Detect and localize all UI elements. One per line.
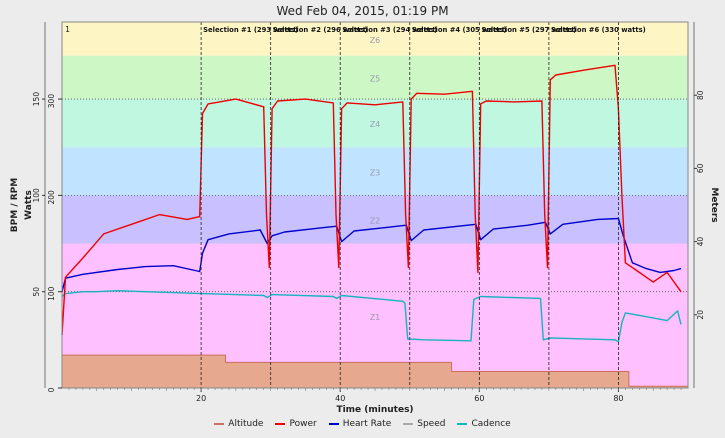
- watts-tick-label: 0: [47, 387, 56, 392]
- zone-label-z3: Z3: [370, 168, 381, 177]
- meters-tick-label: 20: [696, 310, 705, 320]
- selection-label: Selection #4 (305 watts): [412, 26, 507, 34]
- meters-tick-label: 60: [696, 163, 705, 173]
- legend-label: Power: [289, 419, 317, 429]
- watts-tick-label: 300: [47, 94, 56, 109]
- legend-swatch: [403, 423, 414, 425]
- zone-label-z6: Z6: [370, 36, 381, 45]
- selection-label: Selection #5 (297 watts): [481, 26, 576, 34]
- x-tick-label: 40: [335, 394, 345, 403]
- legend-item-speed: Speed: [403, 419, 445, 429]
- selection-label: Selection #2 (296 watts): [273, 26, 368, 34]
- zone-band-z6: [62, 22, 688, 56]
- series-cadence: [61, 290, 682, 343]
- legend-item-power: Power: [275, 419, 317, 429]
- series-heart-rate: [61, 217, 682, 292]
- x-tick-label: 80: [613, 394, 623, 403]
- meters-tick-label: 40: [696, 237, 705, 247]
- legend-label: Heart Rate: [342, 419, 392, 429]
- legend-label: Speed: [417, 419, 446, 429]
- legend-item-cadence: Cadence: [457, 419, 511, 429]
- legend-item-altitude: Altitude: [214, 419, 263, 429]
- series-power: [61, 64, 682, 336]
- zone-band-z2: [62, 195, 688, 244]
- axes: 20 40 60 80 0 100 200 300 50 100 150 20 40 60 80: [32, 22, 705, 403]
- series-lines: [61, 64, 689, 389]
- zone-label-z2: Z2: [370, 216, 381, 225]
- selection-markers[interactable]: Selection #1 (293 watts)Selection #2 (29…: [200, 22, 646, 388]
- legend-swatch: [457, 423, 468, 425]
- watts-tick-label: 200: [47, 190, 56, 205]
- y-axis-label-watts: Watts: [24, 190, 34, 220]
- legend-label: Altitude: [228, 419, 264, 429]
- reference-lines: [62, 98, 688, 293]
- selection-label: Selection #1 (293 watts): [203, 26, 298, 34]
- bpm-tick-label: 150: [32, 92, 41, 107]
- y-axis-label-bpm: BPM / RPM: [10, 178, 20, 232]
- watts-tick-label: 100: [47, 286, 56, 301]
- zone-band-z4: [62, 99, 688, 148]
- y-axis-label-meters: Meters: [709, 187, 719, 222]
- selection-label: Selection #3 (294 watts): [342, 26, 437, 34]
- legend-swatch: [214, 423, 225, 425]
- meters-tick-label: 80: [696, 90, 705, 100]
- zone-label-z5: Z5: [370, 74, 381, 83]
- zone-band-z3: [62, 147, 688, 196]
- selection-label: Selection #6 (330 watts): [551, 26, 646, 34]
- zone-labels: Z1 Z2 Z3 Z4 Z5 Z6: [370, 36, 381, 322]
- corner-label: 1: [65, 25, 70, 34]
- x-tick-label: 20: [196, 394, 206, 403]
- zone-label-z1: Z1: [370, 313, 381, 322]
- legend-item-heart-rate: Heart Rate: [328, 419, 392, 429]
- x-tick-label: 60: [474, 394, 484, 403]
- bpm-tick-label: 50: [32, 287, 41, 297]
- power-zone-bands: [62, 22, 688, 388]
- zone-band-z5: [62, 55, 688, 100]
- zone-label-z4: Z4: [370, 120, 381, 129]
- legend-swatch: [275, 423, 286, 425]
- legend-swatch: [328, 423, 339, 425]
- x-axis-label: Time (minutes): [336, 405, 413, 415]
- legend: Altitude Power Heart Rate Speed Cadence: [0, 419, 725, 429]
- bpm-tick-label: 100: [32, 188, 41, 203]
- legend-label: Cadence: [471, 419, 511, 429]
- chart-title: Wed Feb 04, 2015, 01:19 PM: [276, 4, 449, 18]
